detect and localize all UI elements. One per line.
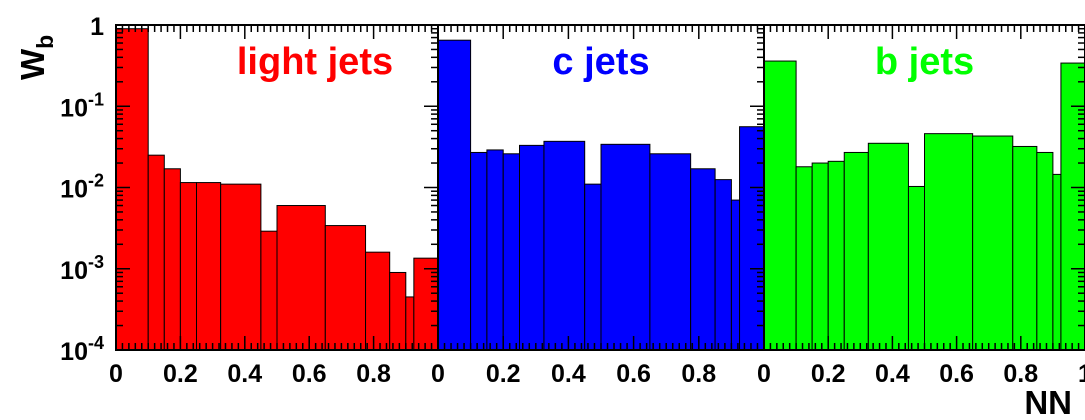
panels-layer: 0 0.2 0.4 0.6 0.8 light jets 0 0.2 0.4 0.6 0.8 c je…: [109, 24, 1085, 388]
panel-label: light jets: [237, 41, 393, 83]
y-tick-label-base: 10: [60, 176, 88, 204]
y-axis-title-subscript: b: [32, 35, 58, 49]
histogram-bar: [470, 151, 488, 351]
y-axis-title: Wb: [14, 35, 58, 80]
histogram-bar: [543, 140, 586, 351]
y-axis-title-main: W: [14, 48, 51, 80]
histogram-bar: [389, 271, 407, 351]
x-tick-label: 0.8: [1003, 360, 1038, 388]
histogram-bar: [763, 60, 797, 351]
y-tick-label: 1: [90, 13, 104, 41]
y-tick-label-base: 10: [60, 94, 88, 122]
panel-1: 0 0.2 0.4 0.6 0.8 c jets: [431, 24, 765, 388]
histogram-bar: [1012, 145, 1038, 351]
histogram-bar: [690, 168, 716, 351]
histogram-bar: [502, 153, 521, 351]
histogram-bar: [972, 135, 1014, 351]
histogram-bar: [413, 257, 439, 351]
y-tick-label-exponent: -1: [88, 89, 104, 109]
histogram-bar: [196, 182, 222, 351]
y-tick-label: 10-2: [60, 171, 104, 204]
histogram-bar: [584, 183, 602, 351]
histogram-bar: [843, 151, 869, 351]
histogram-bar: [324, 225, 367, 351]
x-axis-title: NN: [1024, 384, 1072, 420]
x-tick-label: 0.2: [811, 360, 846, 388]
histogram-bar: [147, 154, 165, 351]
histogram-bar: [365, 251, 391, 351]
histogram-bar: [649, 153, 692, 351]
x-tick-label: 1: [1078, 360, 1085, 388]
x-tick-label: 0.4: [875, 360, 910, 388]
histogram-bar: [600, 143, 651, 351]
histogram-bar: [827, 160, 845, 351]
histogram-bar: [1052, 173, 1062, 351]
histogram-bar: [260, 230, 278, 351]
x-tick-label: 0.8: [681, 360, 716, 388]
panel-label: b jets: [875, 41, 974, 83]
histogram-bar: [405, 296, 415, 351]
panel-0: 0 0.2 0.4 0.6 0.8 light jets: [109, 24, 439, 388]
histogram-bar: [220, 183, 262, 351]
histogram-bar: [795, 166, 813, 351]
histogram-bar: [867, 142, 909, 351]
panel-label: c jets: [552, 41, 649, 83]
y-tick-label-exponent: -4: [88, 333, 104, 353]
histogram-bar: [714, 179, 732, 351]
y-tick-label: 10-4: [60, 333, 104, 366]
x-tick-label: 0.6: [939, 360, 974, 388]
panel-2: 0 0.2 0.4 0.6 0.8 1 b jets: [757, 24, 1085, 388]
x-tick-label: 0.4: [551, 360, 586, 388]
histogram-bar: [276, 205, 326, 351]
x-tick-label: 0: [109, 360, 123, 388]
x-tick-label: 0.8: [356, 360, 391, 388]
x-tick-label: 0.4: [227, 360, 262, 388]
y-tick-label-base: 10: [60, 338, 88, 366]
histogram-bar: [739, 126, 765, 351]
y-tick-label-base: 10: [60, 257, 88, 285]
y-tick-label-exponent: -2: [88, 171, 104, 191]
y-tick-label: 10-3: [60, 252, 104, 285]
histogram-bar: [730, 199, 741, 351]
x-tick-label: 0: [757, 360, 771, 388]
histogram-bar: [486, 149, 504, 351]
histogram-bar: [437, 39, 472, 351]
histogram-bar: [907, 185, 926, 351]
histogram-bar: [519, 144, 545, 351]
y-axis: 110-110-210-310-4: [60, 13, 130, 366]
histogram-bar: [924, 133, 974, 351]
x-tick-label: 0.6: [616, 360, 651, 388]
x-tick-label: 0.2: [486, 360, 521, 388]
histogram-bar: [1036, 151, 1054, 351]
histogram-bar: [811, 162, 829, 351]
histogram-bar: [163, 168, 181, 351]
x-tick-label: 0.2: [163, 360, 198, 388]
histogram-bar: [1060, 62, 1085, 351]
y-tick-label-base: 1: [90, 13, 104, 41]
y-tick-label: 10-1: [60, 89, 104, 122]
x-tick-label: 0: [431, 360, 445, 388]
y-tick-label-exponent: -3: [88, 252, 104, 272]
histogram-bar: [179, 182, 197, 351]
x-tick-label: 0.6: [292, 360, 327, 388]
